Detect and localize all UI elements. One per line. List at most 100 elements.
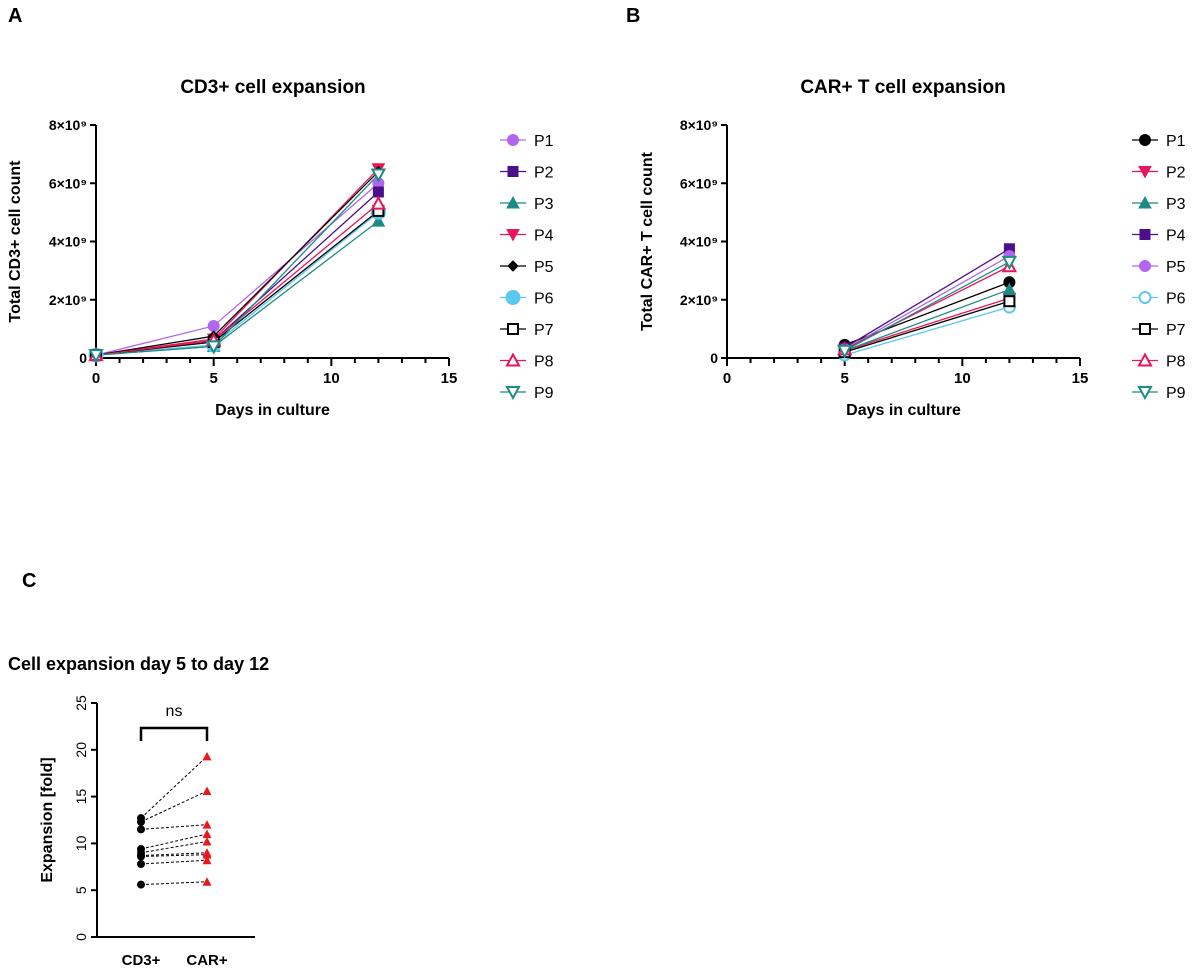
legend-marker: [1138, 195, 1152, 209]
pair-line: [140, 852, 208, 857]
data-point-car: [202, 820, 212, 829]
panel-label-c: C: [22, 570, 36, 592]
legend-label-p5: P5: [534, 259, 554, 276]
legend-label-p3: P3: [1166, 196, 1186, 213]
pair-line: [140, 859, 208, 865]
data-point-p8: [370, 195, 387, 210]
legend-marker: [1139, 260, 1151, 272]
legend-label-p4: P4: [1166, 228, 1186, 245]
chart-b: CAR+ T cell expansion 0 2×10⁹ 4×10⁹ 6×10⁹ 8×1…: [639, 77, 1186, 419]
series-line-p5: [844, 255, 1010, 350]
pair-line: [140, 824, 208, 830]
y-axis-label: Total CAR+ T cell count: [639, 151, 656, 331]
x-tick-label: CD3+: [122, 952, 161, 969]
x-tick-label: 5: [840, 370, 848, 387]
legend-label-p7: P7: [534, 322, 554, 339]
y-tick-label: 10: [73, 835, 89, 851]
series-line-p3: [95, 220, 379, 356]
legend-marker: [506, 229, 520, 242]
series-line-p6: [95, 211, 379, 356]
data-point-p9: [370, 168, 387, 183]
y-tick-label: 8×10⁹: [680, 117, 718, 133]
series-line-p1: [95, 182, 379, 356]
pair-line: [140, 833, 208, 850]
y-tick-label: 15: [73, 789, 89, 805]
data-point-p3: [1002, 282, 1017, 296]
series-line-p7: [95, 210, 379, 356]
series-line-p3: [844, 288, 1010, 352]
chart-c: Cell expansion day 5 to day 12 0 5 10 15 20 25…: [8, 654, 269, 969]
y-tick-label: 6×10⁹: [680, 175, 718, 191]
data-point-p3: [371, 214, 386, 227]
pair-line: [140, 841, 208, 854]
pair-line: [140, 854, 208, 858]
legend-marker: [507, 166, 519, 177]
y-tick-label: 0: [79, 350, 87, 366]
legend-marker: [1139, 134, 1151, 146]
data-point-car: [202, 829, 212, 839]
series-line-p6: [844, 306, 1010, 356]
data-point-cd3: [137, 825, 145, 834]
data-point-p2: [372, 186, 384, 198]
series-line-p4: [95, 168, 379, 356]
pair-line: [140, 755, 208, 819]
data-point-car: [202, 877, 212, 886]
y-tick-label: 25: [73, 695, 89, 711]
legend-label-p6: P6: [1166, 291, 1186, 308]
legend-label-p7: P7: [1166, 322, 1186, 339]
legend-label-p9: P9: [534, 385, 554, 402]
data-point-car: [202, 855, 212, 865]
data-point-p9: [205, 340, 222, 355]
data-point-cd3: [137, 852, 145, 861]
series-line-p2: [844, 297, 1010, 352]
data-point-p9: [88, 349, 104, 364]
data-point-p9: [1001, 255, 1018, 270]
chart-title: Cell expansion day 5 to day 12: [8, 654, 269, 674]
x-tick-label: 5: [209, 370, 217, 387]
y-tick-label: 0: [710, 350, 718, 366]
data-point-p9: [836, 344, 853, 359]
data-point-car: [202, 786, 212, 795]
data-point-car: [202, 751, 212, 761]
legend-label-p2: P2: [534, 165, 554, 182]
significance-label: ns: [166, 703, 183, 720]
y-tick-label: 2×10⁹: [49, 292, 87, 308]
legend-label-p1: P1: [534, 133, 554, 150]
x-tick-label: 10: [954, 370, 971, 387]
panel-label-b: B: [626, 5, 640, 27]
chart-a: CD3+ cell expansion 0 2×10⁹ 4×10⁹ 6×10⁹ 8×10⁹…: [7, 77, 554, 419]
y-tick-label: 4×10⁹: [680, 234, 718, 250]
x-axis-label: Days in culture: [215, 402, 330, 419]
legend-label-p6: P6: [534, 291, 554, 308]
legend-marker: [507, 260, 519, 272]
data-point-car: [202, 837, 212, 846]
legend-marker: [507, 323, 519, 335]
legend-marker: [505, 386, 521, 401]
y-axis-label: Total CD3+ cell count: [7, 160, 24, 323]
series-line-p4: [844, 248, 1010, 349]
series-line-p2: [95, 191, 379, 356]
legend-label-p3: P3: [534, 196, 554, 213]
legend-marker: [505, 352, 521, 367]
legend-label-p9: P9: [1166, 385, 1186, 402]
pair-line: [140, 881, 208, 886]
series-line-p7: [844, 300, 1010, 353]
legend-label-p8: P8: [1166, 354, 1186, 371]
pair-line: [140, 790, 208, 823]
legend-label-p4: P4: [534, 228, 554, 245]
y-tick-label: 5: [73, 886, 89, 894]
legend-label-p8: P8: [534, 354, 554, 371]
x-tick-label: 15: [441, 370, 458, 387]
significance-bracket: [139, 726, 209, 741]
legend-marker: [505, 290, 521, 305]
series-line-p8: [95, 203, 379, 356]
y-tick-label: 0: [73, 933, 89, 941]
y-tick-label: 4×10⁹: [49, 234, 87, 250]
legend-marker: [1138, 291, 1152, 304]
legend-label-p2: P2: [1166, 165, 1186, 182]
legend-label-p5: P5: [1166, 259, 1186, 276]
legend-marker: [507, 134, 519, 146]
data-point-car: [202, 850, 212, 859]
data-point-cd3: [137, 880, 145, 889]
